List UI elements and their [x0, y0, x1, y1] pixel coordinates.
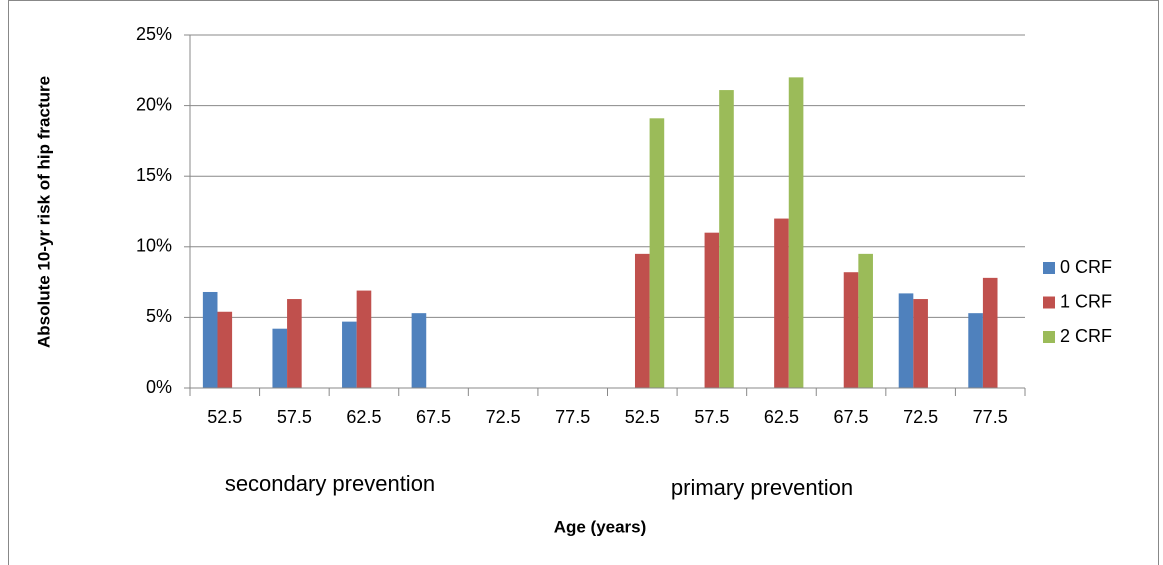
bar	[356, 290, 372, 388]
x-tick-label: 72.5	[903, 407, 938, 427]
chart-frame	[8, 0, 1159, 565]
bar	[982, 277, 998, 388]
bar	[202, 291, 218, 388]
bar	[788, 77, 804, 389]
bar	[342, 321, 357, 388]
x-tick-label: 52.5	[625, 407, 660, 427]
bar	[649, 118, 665, 389]
bar	[774, 218, 789, 388]
legend-swatch	[1043, 296, 1055, 309]
x-tick-label: 62.5	[346, 407, 381, 427]
x-tick-label: 67.5	[834, 407, 869, 427]
bar	[634, 253, 650, 388]
y-tick-label: 25%	[136, 24, 172, 44]
y-tick-label: 0%	[146, 377, 172, 397]
legend-label: 0 CRF	[1060, 257, 1112, 277]
x-tick-label: 62.5	[764, 407, 799, 427]
x-tick-label: 67.5	[416, 407, 451, 427]
legend-swatch	[1043, 331, 1055, 343]
bar	[411, 313, 427, 388]
bar	[968, 313, 983, 388]
x-axis-title: Age (years)	[554, 517, 647, 536]
bar	[719, 90, 734, 389]
legend-swatch	[1043, 262, 1055, 274]
x-tick-label: 57.5	[694, 407, 729, 427]
bar	[287, 299, 302, 388]
x-tick-label: 72.5	[486, 407, 521, 427]
x-tick-label: 77.5	[973, 407, 1008, 427]
bar	[913, 299, 928, 388]
group-label: secondary prevention	[225, 471, 435, 496]
group-label: primary prevention	[671, 475, 853, 500]
y-tick-label: 20%	[136, 94, 172, 114]
bar	[843, 272, 859, 388]
x-tick-label: 52.5	[207, 407, 242, 427]
bar	[704, 232, 720, 388]
y-tick-label: 15%	[136, 165, 172, 185]
bar	[858, 253, 873, 388]
legend-label: 2 CRF	[1060, 326, 1112, 346]
legend-label: 1 CRF	[1060, 291, 1112, 311]
bar	[898, 293, 914, 388]
y-tick-label: 10%	[136, 236, 172, 256]
bar	[272, 328, 288, 388]
y-tick-label: 5%	[146, 306, 172, 326]
bar	[217, 311, 233, 388]
y-axis-title: Absolute 10-yr risk of hip fracture	[34, 76, 53, 348]
x-tick-label: 77.5	[555, 407, 590, 427]
x-tick-label: 57.5	[277, 407, 312, 427]
